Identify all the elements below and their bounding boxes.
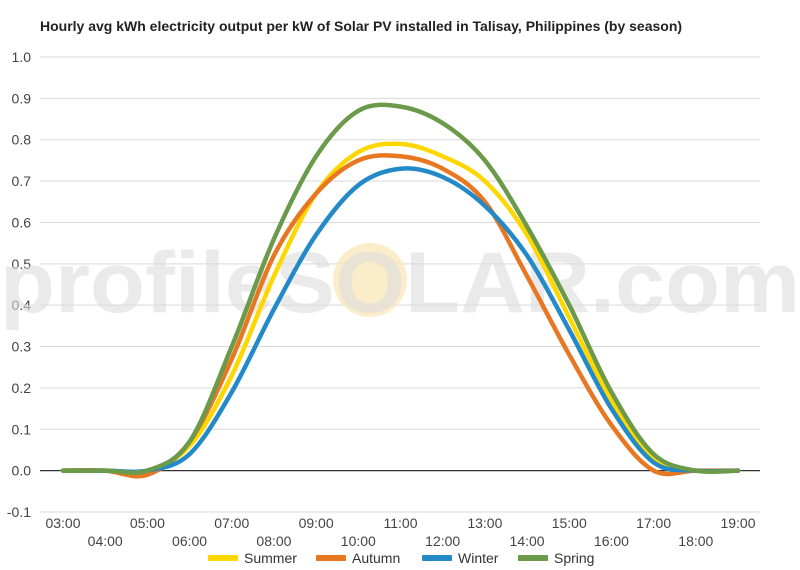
- x-tick-label: 11:00: [384, 515, 418, 531]
- series-line-winter: [60, 166, 741, 475]
- x-tick-label: 18:00: [678, 533, 713, 549]
- y-tick-label: 0.4: [12, 297, 32, 313]
- legend-swatch: [422, 555, 452, 561]
- x-tick-label: 07:00: [214, 515, 249, 531]
- y-tick-label: 0.0: [12, 463, 32, 479]
- legend-item-summer[interactable]: Summer: [208, 548, 297, 568]
- watermark: profileSOLAR.com: [0, 235, 800, 331]
- y-tick-label: 0.6: [12, 214, 32, 230]
- legend-item-autumn[interactable]: Autumn: [316, 548, 400, 568]
- y-tick-label: 0.8: [12, 132, 32, 148]
- y-tick-label: 1.0: [12, 49, 32, 65]
- chart-title: Hourly avg kWh electricity output per kW…: [40, 18, 683, 34]
- series-line-spring: [60, 102, 741, 476]
- legend-label: Autumn: [352, 550, 401, 566]
- x-tick-label: 17:00: [636, 515, 671, 531]
- x-tick-label: 09:00: [299, 515, 334, 531]
- x-tick-label: 12:00: [425, 533, 460, 549]
- legend-item-spring[interactable]: Spring: [518, 548, 594, 568]
- y-tick-label: 0.3: [12, 339, 32, 355]
- legend-swatch: [208, 555, 238, 561]
- y-tick-label: 0.7: [12, 173, 32, 189]
- legend-label: Spring: [554, 550, 595, 566]
- x-tick-label: 19:00: [720, 515, 755, 531]
- legend-swatch: [316, 555, 346, 561]
- legend-swatch: [518, 555, 548, 561]
- x-tick-label: 13:00: [467, 515, 502, 531]
- x-tick-label: 10:00: [341, 533, 376, 549]
- x-tick-label: 04:00: [88, 533, 123, 549]
- y-tick-label: 0.5: [12, 256, 32, 272]
- y-tick-label: 0.2: [12, 380, 32, 396]
- x-tick-label: 03:00: [45, 515, 80, 531]
- legend-label: Winter: [458, 550, 499, 566]
- watermark-text: profileSOLAR.com: [0, 235, 800, 331]
- x-tick-label: 15:00: [552, 515, 587, 531]
- x-tick-label: 14:00: [510, 533, 545, 549]
- watermark-sun: [333, 243, 407, 317]
- chart-legend: Summer Autumn Winter Spring: [0, 548, 800, 568]
- legend-item-winter[interactable]: Winter: [422, 548, 498, 568]
- legend-label: Summer: [244, 550, 297, 566]
- y-tick-label: 0.1: [12, 421, 32, 437]
- x-tick-label: 06:00: [172, 533, 207, 549]
- x-tick-label: 16:00: [594, 533, 629, 549]
- y-tick-label: 0.9: [12, 90, 32, 106]
- x-tick-label: 08:00: [256, 533, 291, 549]
- x-tick-label: 05:00: [130, 515, 165, 531]
- y-tick-label: -0.1: [7, 504, 31, 520]
